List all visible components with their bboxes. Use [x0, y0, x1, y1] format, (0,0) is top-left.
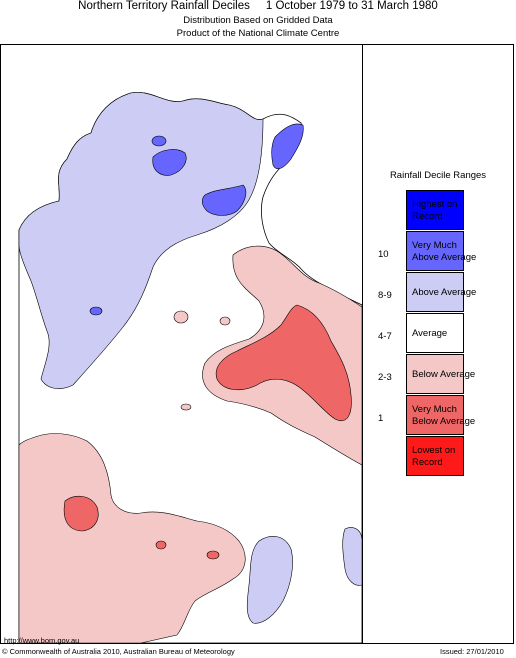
title-text: Northern Territory Rainfall Deciles 1 Oc… — [78, 0, 438, 12]
region-above-average-south-2 — [342, 527, 362, 586]
region-below-small-2 — [219, 316, 231, 326]
legend-swatch-lowest — [406, 436, 464, 476]
legend-label-below: Below Average — [412, 369, 476, 380]
region-very-much-below-south-1 — [63, 495, 99, 532]
legend-decile-8-9: 8-9 — [378, 290, 392, 301]
region-below-small-1 — [173, 310, 189, 324]
region-above-average-north — [18, 92, 264, 389]
region-very-much-above-5 — [151, 135, 167, 147]
legend-label-lowest: Lowest on Record — [412, 445, 456, 468]
legend-decile-2-3: 2-3 — [378, 372, 392, 383]
region-below-small-3 — [180, 403, 192, 411]
legend-divider — [362, 44, 363, 644]
legend-swatch-below — [406, 354, 464, 394]
region-very-much-below-south-2 — [155, 540, 167, 550]
subtitle-product: Product of the National Climate Centre — [176, 28, 340, 39]
map-frame — [0, 44, 514, 644]
region-very-much-above-2 — [201, 184, 247, 216]
footer-issued: Issued: 27/01/2010 — [440, 647, 504, 656]
legend-swatch-average — [406, 313, 464, 353]
region-very-much-below-south-3 — [206, 550, 220, 560]
rainfall-map — [18, 91, 362, 643]
legend-title: Rainfall Decile Ranges — [389, 170, 487, 181]
legend-label-very-much-above: Very Much Above Average — [412, 240, 477, 263]
region-very-much-above-3 — [271, 123, 304, 170]
region-very-much-below-east — [215, 304, 352, 421]
legend-decile-1: 1 — [378, 413, 384, 424]
legend-decile-4-7: 4-7 — [378, 331, 392, 342]
legend-decile-10: 10 — [378, 249, 389, 260]
legend-swatch-very-much-above — [406, 231, 464, 271]
legend-swatch-highest — [406, 190, 464, 230]
legend-label-above: Above Average — [412, 287, 477, 298]
region-very-much-above-1 — [152, 149, 187, 176]
legend-swatch-above — [406, 272, 464, 312]
region-above-average-south — [246, 536, 293, 624]
region-below-average-south — [18, 433, 246, 643]
legend-label-very-much-below: Very Much Below Average — [412, 404, 476, 427]
footer-copyright: © Commonwealth of Australia 2010, Austra… — [2, 647, 235, 656]
footer-url[interactable]: http://www.bom.gov.au — [4, 636, 80, 645]
legend-swatch-very-much-below — [406, 395, 464, 435]
region-very-much-above-4 — [89, 306, 103, 316]
legend-label-average: Average — [412, 328, 448, 339]
legend-label-highest: Highest on Record — [412, 199, 458, 222]
subtitle-distribution: Distribution Based on Gridded Data — [183, 15, 333, 26]
